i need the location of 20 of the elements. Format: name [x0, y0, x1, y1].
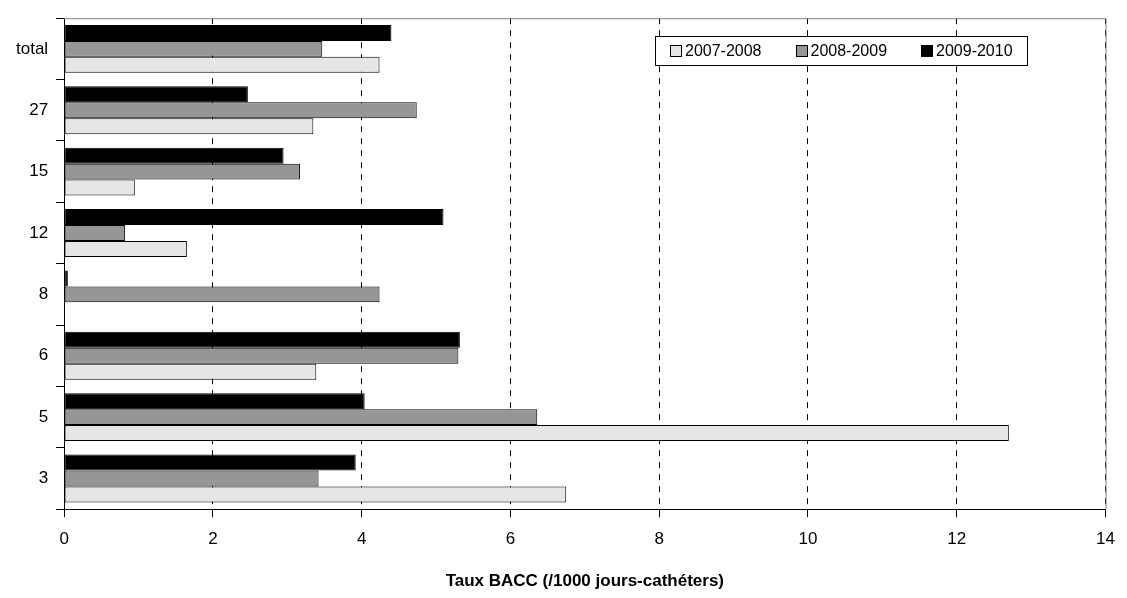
x-tick-label: 12 — [947, 529, 967, 549]
x-tick-label: 0 — [59, 529, 69, 549]
legend-label: 2007-2008 — [685, 42, 762, 61]
y-tick-label: 6 — [38, 345, 49, 365]
x-tick-label: 8 — [654, 529, 664, 549]
y-tick-label: 15 — [29, 161, 49, 181]
legend-label: 2008-2009 — [810, 42, 888, 61]
x-tick-label: 6 — [505, 529, 516, 549]
y-tick-label: 8 — [38, 284, 49, 304]
y-tick-label: 27 — [29, 99, 49, 119]
y-tick-label: 3 — [38, 468, 49, 488]
y-tick-label: total — [15, 38, 49, 58]
x-tick-label: 14 — [1096, 529, 1116, 549]
y-tick-label: 5 — [38, 406, 49, 426]
legend-label: 2009-2010 — [936, 42, 1013, 61]
x-axis-title: Taux BACC (/1000 jours-cathéters) — [445, 571, 725, 591]
y-tick-label: 12 — [29, 222, 49, 242]
x-tick-label: 4 — [356, 529, 367, 549]
x-tick-label: 2 — [208, 529, 218, 549]
x-tick-label: 10 — [798, 529, 818, 549]
